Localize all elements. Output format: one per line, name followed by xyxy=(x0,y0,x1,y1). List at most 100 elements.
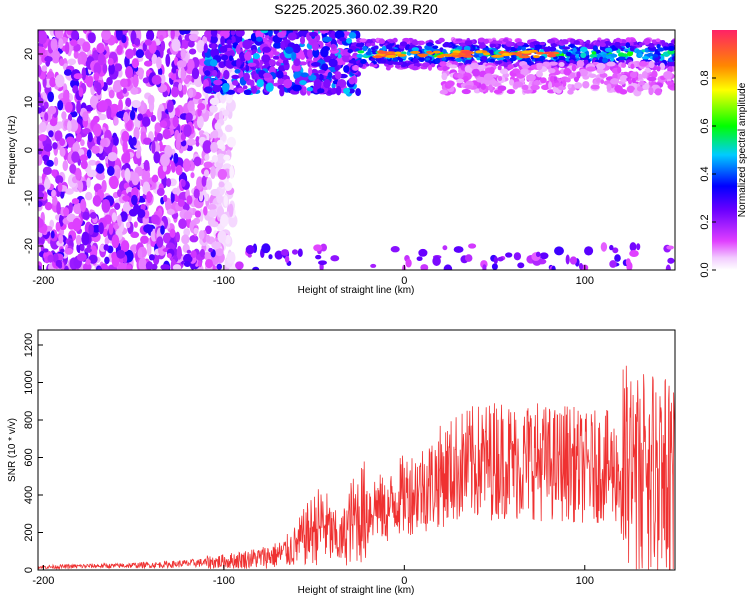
spectrogram-cell xyxy=(432,45,439,50)
spectrogram-cell xyxy=(146,191,153,204)
spectrogram-cell xyxy=(385,54,397,58)
spectrogram-cell xyxy=(55,74,65,88)
spectrogram-cell xyxy=(482,264,487,270)
spectrogram-cell xyxy=(77,180,84,193)
snr-x-ticks: -200 -100 0 100 xyxy=(32,565,594,587)
spectrogram-cell xyxy=(100,138,108,147)
spectrogram-cell xyxy=(107,152,118,162)
spectrogram-cell xyxy=(515,53,523,57)
spectrogram-cell xyxy=(354,30,361,40)
spectrogram-cell xyxy=(86,177,91,189)
spectrogram-cell xyxy=(75,234,82,246)
spectrogram-cell xyxy=(348,77,356,85)
spectrogram-cell xyxy=(73,73,83,80)
snr-x-label: Height of straight line (km) xyxy=(298,585,415,596)
spectrogram-cell xyxy=(313,244,323,252)
spectrogram-cell xyxy=(319,30,329,34)
snr-y-label: SNR (10 * v/v) xyxy=(7,418,18,482)
spectrogram-cell xyxy=(299,80,307,86)
spectrogram-cell xyxy=(220,213,229,227)
spectrogram-cell xyxy=(272,51,280,56)
spectrogram-cell xyxy=(187,58,195,72)
spectrogram-cell xyxy=(513,252,522,261)
spectrogram-cell xyxy=(573,40,580,45)
snr-x-tick-label: -200 xyxy=(32,575,54,587)
spectrogram-cell xyxy=(360,59,367,64)
spectrogram-cell xyxy=(596,62,606,70)
spectrogram-cell xyxy=(57,100,64,111)
spectrogram-cell xyxy=(494,60,503,65)
spectrogram-cell xyxy=(357,50,365,54)
spectrogram-cell xyxy=(282,58,289,66)
spectrogram-cell xyxy=(505,41,514,47)
spectrogram-cell xyxy=(160,153,170,167)
spectrogram-cell xyxy=(121,34,127,44)
spectrogram-cell xyxy=(629,242,637,252)
spectrogram-cell xyxy=(237,87,244,94)
spectrogram-cell xyxy=(377,50,389,54)
spectrogram-cell xyxy=(647,76,657,82)
spectrogram-cell xyxy=(160,74,166,84)
spectrogram-cell xyxy=(80,159,88,170)
spectrogram-cell xyxy=(617,66,622,74)
spectrogram-cell xyxy=(211,129,219,139)
spectrogram-cell xyxy=(638,42,645,46)
spectrogram-cell xyxy=(47,105,57,115)
spectrogram-cell xyxy=(405,258,412,268)
spectrogram-cell xyxy=(71,30,80,41)
spectrogram-cell xyxy=(170,30,175,40)
spectrogram-cell xyxy=(637,73,643,80)
spectrogram-cell xyxy=(643,38,651,43)
spectrogram-cell xyxy=(151,174,159,183)
spectrogram-cell xyxy=(381,45,387,52)
spectrogram-cell xyxy=(502,38,509,43)
spectrogram-cell xyxy=(52,253,59,263)
spectrogram-cell xyxy=(38,46,46,56)
spectrogram-cell xyxy=(244,51,252,61)
spectrogram-cell xyxy=(562,46,571,50)
spectrogram-cell xyxy=(320,243,327,252)
spectrogram-cell xyxy=(127,215,132,223)
spectrogram-cell xyxy=(291,84,302,92)
spectrogram-cell xyxy=(42,248,49,253)
spectrogram-cell xyxy=(426,50,433,54)
snr-panel: -200 -100 0 100 0 200 400 600 800 1000 1200 Heigh… xyxy=(7,329,676,596)
spectrogram-cell xyxy=(334,30,345,40)
spectrogram-cell xyxy=(627,78,633,85)
spectrogram-cell xyxy=(348,59,357,64)
spectrogram-cell xyxy=(55,259,63,268)
spectrogram-cell xyxy=(311,42,319,51)
spectrogram-cell xyxy=(89,211,97,219)
spectrogram-cell xyxy=(291,249,299,255)
spectrogram-cell xyxy=(71,151,80,163)
spectrogram-cell xyxy=(113,202,121,210)
spectrogram-cell xyxy=(82,111,89,122)
spectrogram-cell xyxy=(166,253,172,259)
spectrogram-cell xyxy=(141,116,151,127)
spectrogram-cell xyxy=(535,251,541,258)
snr-frame xyxy=(37,329,676,571)
spectrogram-cell xyxy=(576,71,581,79)
spectrogram-cell xyxy=(118,99,123,113)
spectrogram-cell xyxy=(106,105,112,120)
spectrogram-cell xyxy=(499,68,509,75)
spectrogram-cell xyxy=(49,76,57,88)
spectrogram-cell xyxy=(589,53,598,58)
spectrogram-cell xyxy=(133,221,138,228)
spectrogram-cell xyxy=(190,172,195,179)
spectrogram-cell xyxy=(38,106,43,114)
spectrogram-cell xyxy=(636,86,644,92)
spectrogram-cell xyxy=(623,48,629,52)
spectrogram-cell xyxy=(194,210,202,218)
spectrogram-cell xyxy=(441,72,448,81)
spectrogram-cell xyxy=(50,230,55,239)
spectrogram-cell xyxy=(121,130,130,143)
spectrogram-cell xyxy=(599,42,607,48)
spectrogram-cell xyxy=(575,53,580,58)
colorbar-gradient xyxy=(712,30,737,270)
spectrogram-y-tick-label: -20 xyxy=(23,238,35,254)
spectrogram-cell xyxy=(72,217,82,232)
spectrogram-cell xyxy=(273,42,283,49)
spectrogram-cell xyxy=(575,50,581,55)
spectrogram-cell xyxy=(218,181,225,188)
